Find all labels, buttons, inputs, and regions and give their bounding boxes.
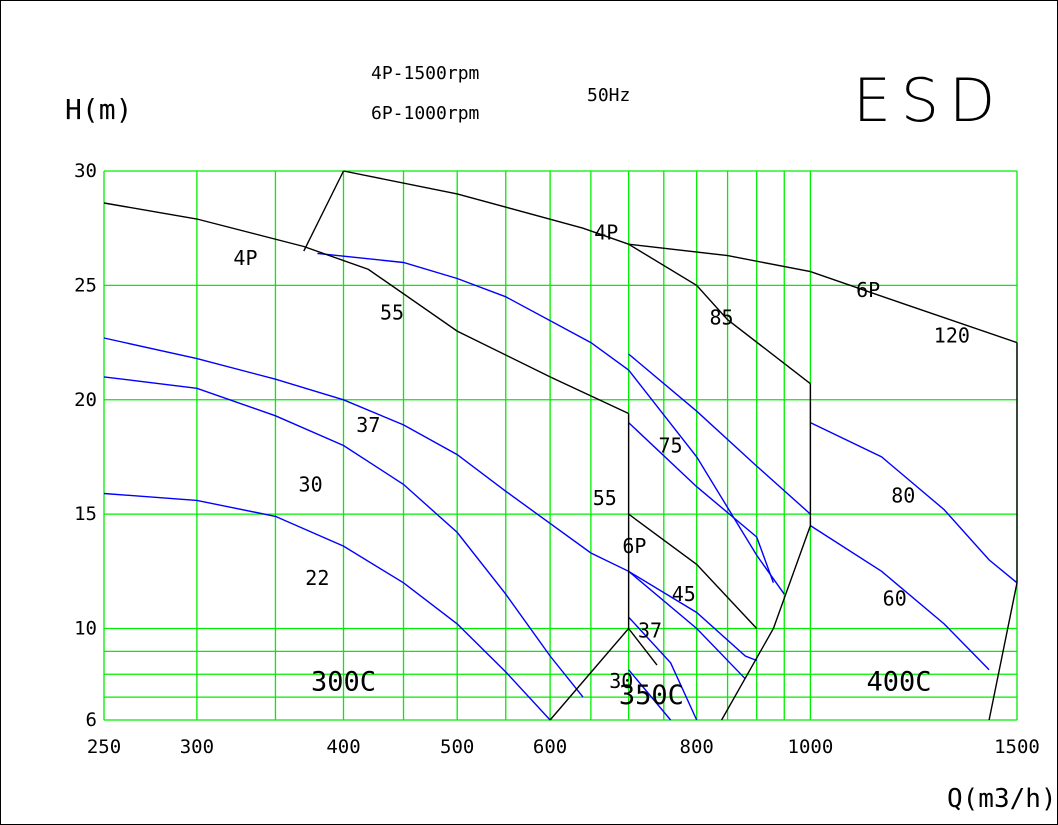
x-tick-label: 400 — [326, 736, 360, 758]
series-line-60 — [810, 525, 990, 671]
series-line-22 — [103, 492, 551, 721]
boundary-line-6P — [628, 243, 1018, 344]
series-label-30: 30 — [299, 472, 323, 496]
boundary-lines — [103, 170, 1018, 721]
x-tick-label: 800 — [680, 736, 714, 758]
boundary-line — [549, 628, 630, 721]
series-label-45: 45 — [672, 582, 696, 606]
y-tick-label: 20 — [74, 389, 97, 411]
series-line-37 — [628, 616, 698, 721]
series-label-55: 55 — [593, 486, 617, 510]
x-tick-label: 1500 — [994, 736, 1040, 758]
series-label-80: 80 — [891, 484, 915, 508]
boundary-label-6P: 6P — [622, 534, 646, 558]
y-tick-label: 15 — [74, 503, 97, 525]
curve-labels: 22 30 37 55 75 55 45 37 30 85 80 60 120 4P 4P 6P 6P 300C 3… — [233, 221, 970, 711]
y-axis-label: H(m) — [65, 93, 132, 126]
series-label-30: 30 — [609, 669, 633, 693]
series-label-120: 120 — [934, 324, 970, 348]
brand-logo: ESD — [853, 66, 1005, 136]
x-axis-label: Q(m3/h) — [947, 784, 1057, 814]
axis-ticks: 250 300 400 500 600 800 1000 1500 6 10 15 20 25 30 — [74, 160, 1040, 758]
model-label-350C: 350C — [619, 680, 684, 711]
series-label-85: 85 — [710, 305, 734, 329]
speed-6p-label: 6P-1000rpm — [371, 103, 479, 124]
series-label-55: 55 — [380, 301, 404, 325]
series-line-45 — [628, 570, 757, 662]
series-line-55 — [628, 422, 775, 584]
series-label-37: 37 — [638, 619, 662, 643]
boundary-line — [303, 170, 345, 252]
y-tick-label: 10 — [74, 618, 97, 640]
series-line-80 — [810, 421, 1018, 584]
series-line-30 — [628, 669, 672, 721]
grid — [103, 170, 1018, 721]
x-tick-label: 1000 — [788, 736, 834, 758]
speed-4p-label: 4P-1500rpm — [371, 63, 479, 84]
boundary-line-6P — [628, 513, 758, 629]
boundary-line-4P — [343, 170, 629, 245]
y-tick-label: 6 — [86, 709, 97, 731]
x-tick-label: 300 — [180, 736, 214, 758]
boundary-line — [988, 582, 1018, 721]
series-label-60: 60 — [883, 587, 907, 611]
series-line-30 — [103, 376, 584, 698]
boundary-line — [628, 628, 658, 666]
y-tick-label: 25 — [74, 274, 97, 296]
model-label-400C: 400C — [867, 666, 932, 697]
series-label-22: 22 — [305, 566, 329, 590]
series-line-75 — [628, 353, 811, 515]
x-tick-label: 250 — [87, 736, 121, 758]
y-tick-label: 30 — [74, 160, 97, 182]
boundary-line-4P — [103, 202, 629, 415]
series-label-37: 37 — [356, 413, 380, 437]
boundary-line — [628, 243, 811, 385]
boundary-label-4P: 4P — [594, 221, 618, 245]
boundary-label-6P: 6P — [856, 278, 880, 302]
x-tick-label: 600 — [533, 736, 567, 758]
series-label-75: 75 — [659, 433, 683, 457]
boundary-line — [720, 525, 812, 721]
model-label-300C: 300C — [311, 666, 376, 697]
series-line-55 — [317, 252, 785, 595]
series-line-37 — [103, 337, 746, 680]
x-tick-label: 500 — [440, 736, 474, 758]
boundary-label-4P: 4P — [233, 246, 257, 270]
frequency-label: 50Hz — [587, 85, 630, 106]
series-curves — [103, 252, 1018, 721]
